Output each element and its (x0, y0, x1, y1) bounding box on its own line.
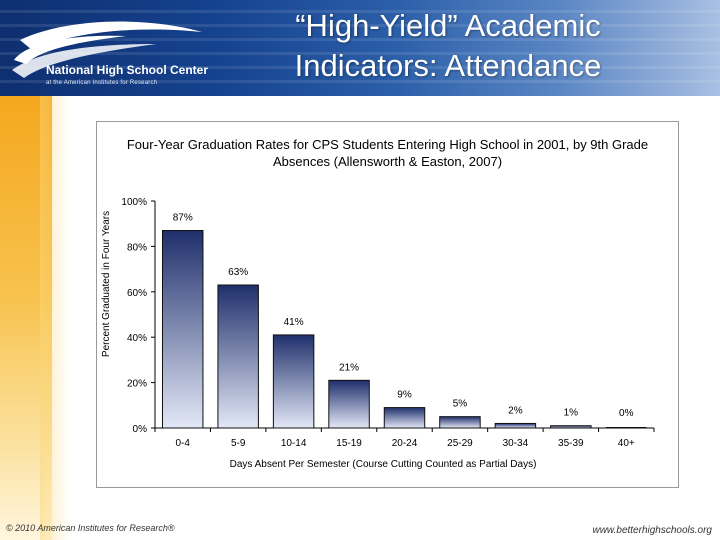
page-title: “High-Yield” Academic Indicators: Attend… (238, 6, 658, 86)
x-tick-label: 10-14 (281, 438, 307, 449)
bar-chart: 0% 20% 40% 60% 80% 100% 0-4 87% 5-9 63% 10-14 41% 1… (101, 197, 655, 470)
copyright: © 2010 American Institutes for Research® (6, 523, 175, 533)
bar-40+ (606, 427, 647, 428)
data-label: 9% (397, 390, 412, 401)
x-tick-label: 20-24 (392, 438, 418, 449)
bar-35-39 (550, 425, 592, 429)
x-tick-label: 30-34 (503, 438, 529, 449)
x-tick-label: 0-4 (175, 438, 190, 449)
y-tick-label: 100% (121, 197, 147, 208)
bar-20-24 (383, 407, 426, 429)
nhsc-logo: National High School Center at the Ameri… (6, 14, 221, 94)
bar-10-14 (272, 334, 315, 429)
data-label: 5% (453, 399, 468, 410)
chart-title: Four-Year Graduation Rates for CPS Stude… (126, 137, 649, 169)
bar-0-4 (161, 230, 204, 429)
data-label: 21% (339, 362, 359, 373)
data-label: 63% (228, 267, 248, 278)
data-label: 2% (508, 405, 523, 416)
bar-30-34 (494, 422, 537, 429)
data-label: 87% (173, 213, 193, 224)
logo-subtitle: at the American Institutes for Research (46, 80, 158, 86)
y-tick-label: 40% (127, 333, 147, 344)
page-title-line2: Indicators: Attendance (294, 48, 602, 83)
website-link[interactable]: www.betterhighschools.org (592, 525, 712, 536)
data-label: 1% (564, 408, 579, 419)
data-label: 0% (619, 408, 634, 419)
data-label: 41% (284, 317, 304, 328)
y-axis-label: Percent Graduated in Four Years (101, 211, 112, 357)
accent-band-fade (40, 96, 70, 540)
bar-5-9 (217, 284, 259, 429)
logo-swoosh-icon (12, 21, 202, 78)
bar-15-19 (328, 379, 370, 429)
x-tick-label: 40+ (618, 438, 635, 449)
logo-name: National High School Center (46, 63, 209, 77)
chart-frame: Four-Year Graduation Rates for CPS Stude… (96, 121, 679, 488)
x-tick-label: 15-19 (336, 438, 362, 449)
header-banner: National High School Center at the Ameri… (0, 0, 720, 96)
bar-25-29 (439, 416, 481, 429)
y-tick-label: 20% (127, 379, 147, 390)
x-tick-label: 25-29 (447, 438, 473, 449)
x-axis-label: Days Absent Per Semester (Course Cutting… (230, 459, 537, 470)
y-tick-label: 60% (127, 288, 147, 299)
page-title-line1: “High-Yield” Academic (295, 8, 601, 43)
y-tick-label: 80% (127, 242, 147, 253)
x-tick-label: 5-9 (231, 438, 246, 449)
y-tick-label: 0% (133, 424, 148, 435)
x-tick-label: 35-39 (558, 438, 584, 449)
